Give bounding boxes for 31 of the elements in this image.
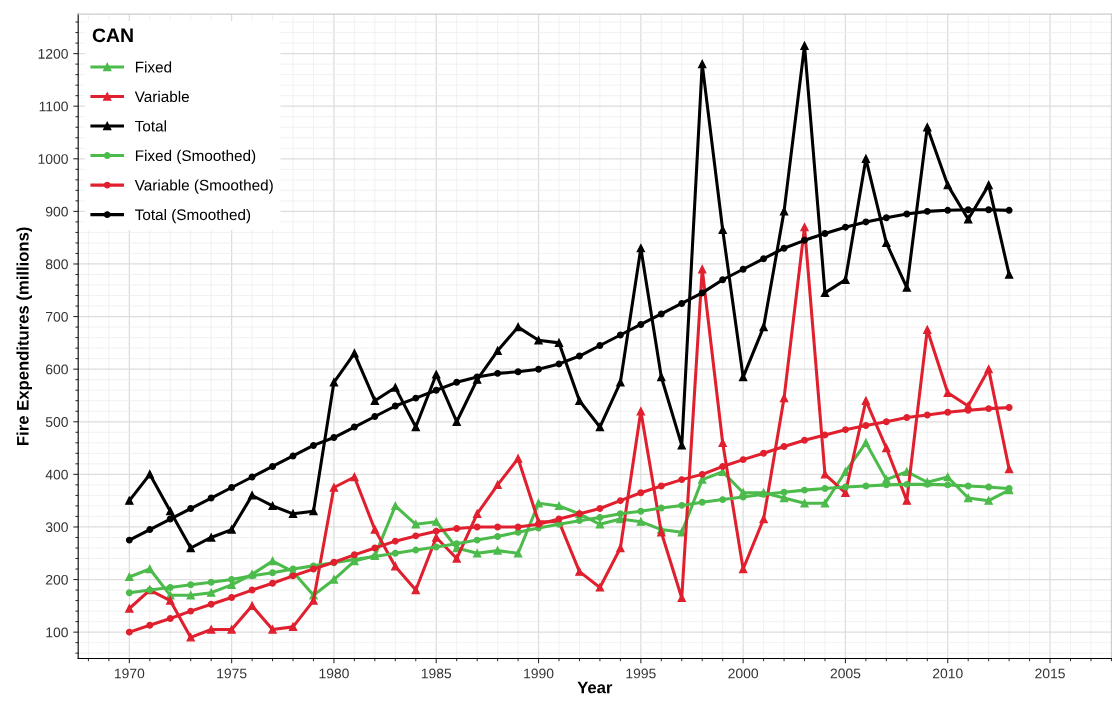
x-tick-label: 2015 <box>1035 668 1065 679</box>
y-tick-label: 300 <box>45 522 68 533</box>
legend-label: Total <box>135 120 166 132</box>
legend-title: CAN <box>92 28 133 43</box>
y-tick-label: 100 <box>46 627 68 638</box>
y-tick-label: 200 <box>46 574 68 585</box>
x-tick-label: 2005 <box>830 668 861 679</box>
legend-label: Fixed (Smoothed) <box>135 149 256 165</box>
y-tick-label: 600 <box>46 364 68 375</box>
x-tick-label: 1970 <box>114 668 145 679</box>
legend-label: Fixed <box>135 61 172 73</box>
x-tick-label: 1990 <box>524 668 554 679</box>
legend-label: Variable <box>134 90 189 103</box>
x-tick-label: 2010 <box>932 668 963 679</box>
y-axis-title: Fire Expenditures (millions) <box>16 227 33 445</box>
x-axis-title: Year <box>577 681 613 694</box>
y-tick-label: 900 <box>45 206 68 217</box>
x-tick-label: 1995 <box>626 668 656 679</box>
y-tick-label: 400 <box>45 469 68 480</box>
y-tick-label: 1100 <box>39 101 68 112</box>
x-tick-label: 1975 <box>217 668 247 679</box>
y-tick-label: 800 <box>45 259 68 270</box>
y-tick-label: 1200 <box>38 48 68 59</box>
legend-label: Variable (Smoothed) <box>134 179 273 194</box>
y-tick-label: 500 <box>45 417 68 427</box>
y-tick-label: 700 <box>46 311 68 322</box>
x-tick-label: 1985 <box>421 668 452 679</box>
x-tick-label: 1980 <box>319 668 349 679</box>
y-tick-label: 1000 <box>38 154 68 164</box>
legend-label: Total (Smoothed) <box>135 208 251 224</box>
x-tick-label: 2000 <box>728 668 759 679</box>
